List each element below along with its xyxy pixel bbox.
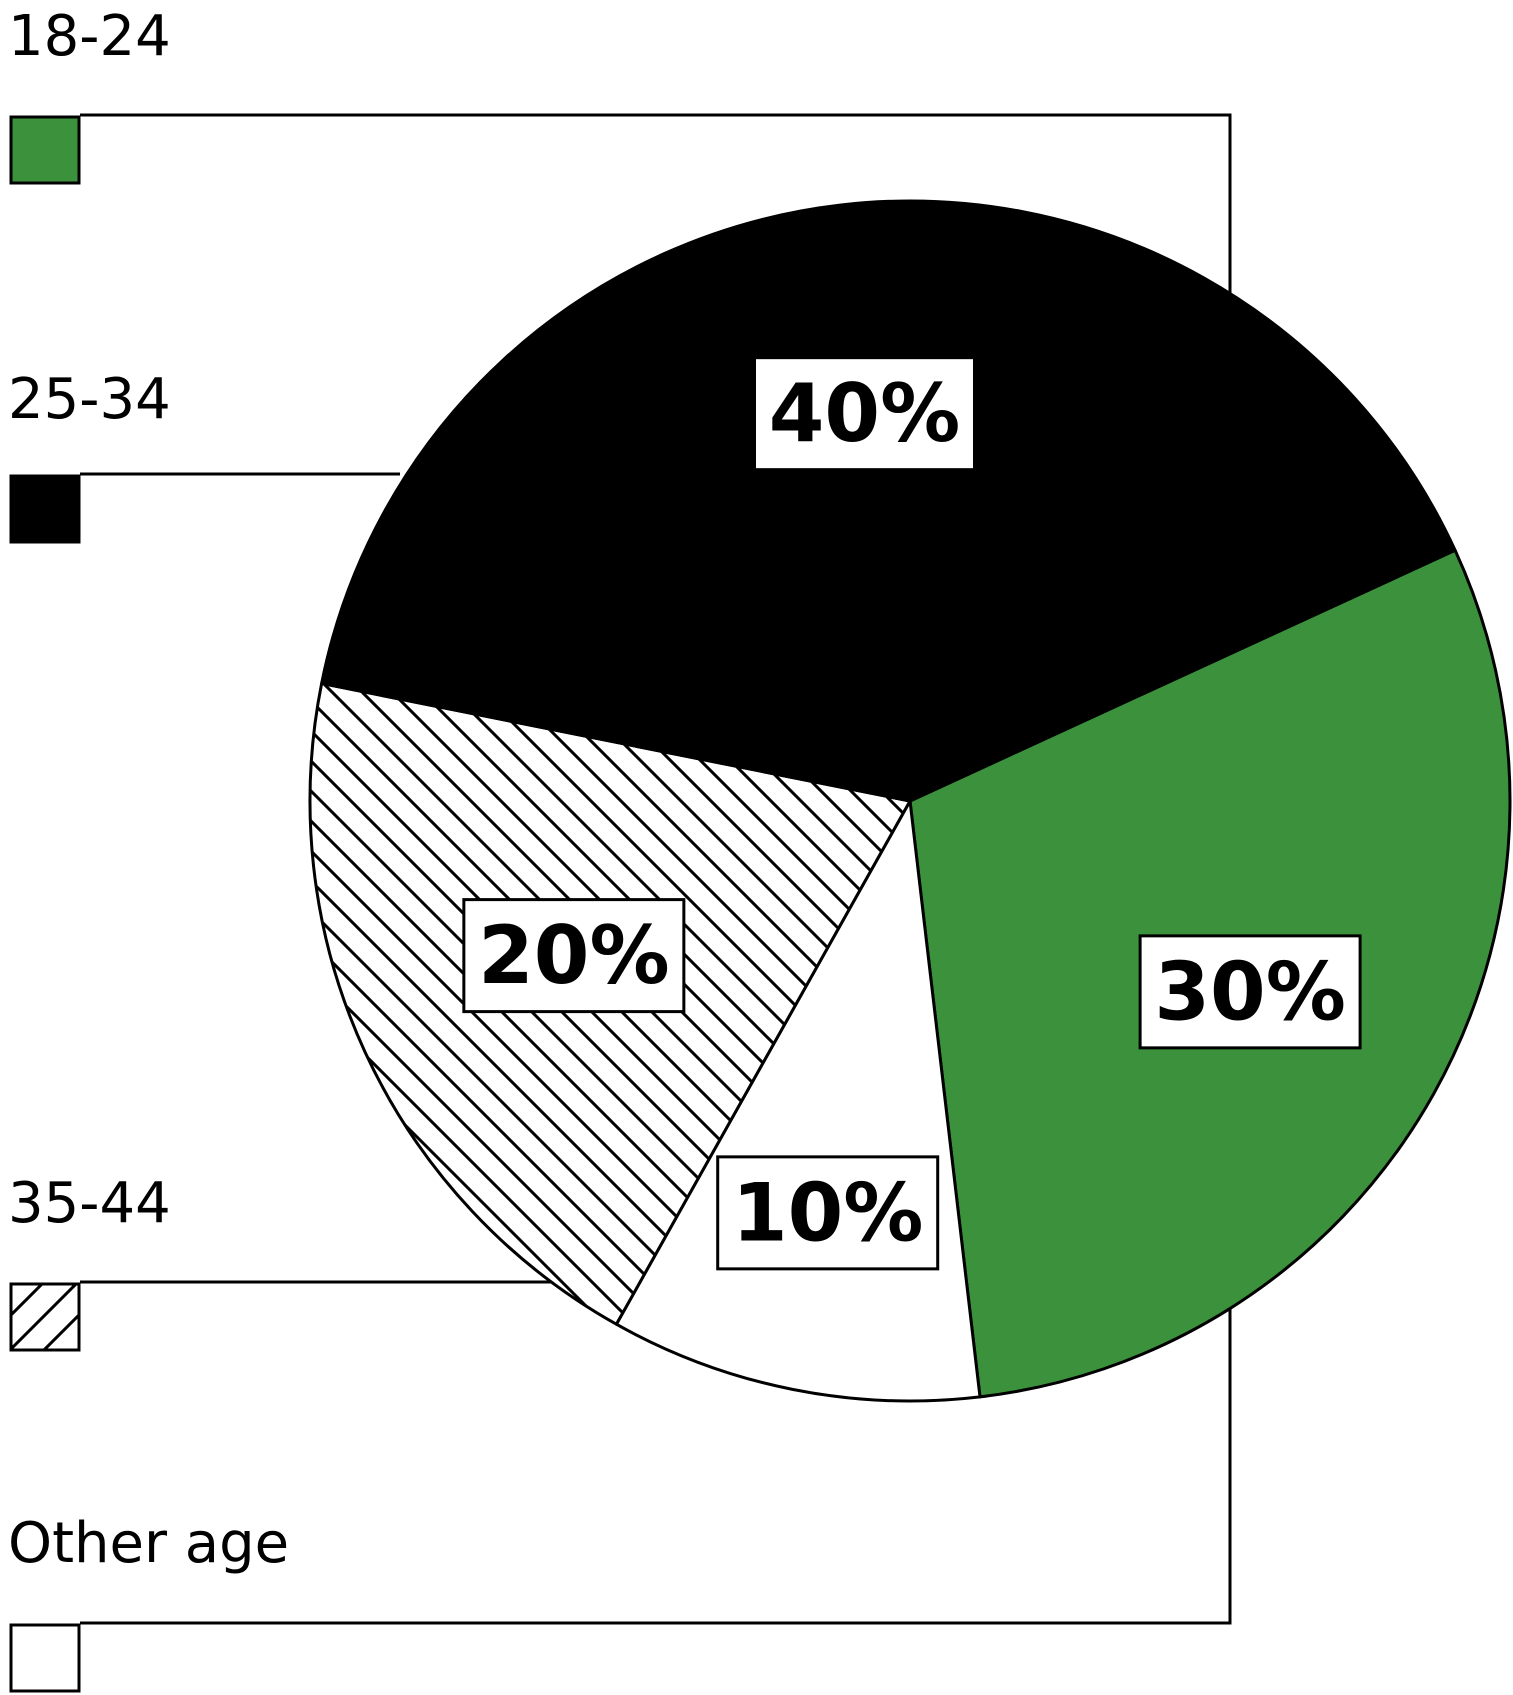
data-label-text: 20%	[478, 909, 669, 1002]
legend-swatch	[9, 1282, 81, 1352]
data-label-25-34: 40%	[752, 356, 976, 472]
legend-label: Other age	[8, 1511, 289, 1576]
legend-item-25-34: 25-34	[8, 367, 171, 544]
data-label-text: 40%	[769, 367, 960, 460]
data-label-box	[716, 1155, 940, 1271]
data-labels: 30% 10% 20% 40%	[462, 356, 1362, 1271]
connector-other-age	[80, 1300, 1232, 1625]
data-label-box	[462, 898, 686, 1014]
legend-swatch	[9, 1623, 81, 1693]
data-label-35-44: 20%	[462, 898, 686, 1014]
data-label-box	[1138, 934, 1362, 1050]
legend-swatch	[9, 474, 81, 544]
legend-label: 18-24	[8, 4, 171, 69]
legend-item-35-44: 35-44	[8, 1171, 171, 1352]
legend-connectors	[80, 113, 1232, 1625]
data-label-text: 10%	[732, 1166, 923, 1259]
data-label-text: 30%	[1154, 945, 1345, 1038]
data-label-18-24: 30%	[1138, 934, 1362, 1050]
legend-swatch	[9, 115, 81, 185]
pie-slice-25-34	[320, 199, 1457, 803]
legend-label: 25-34	[8, 367, 171, 432]
legend-item-18-24: 18-24	[8, 4, 171, 185]
legend-label: 35-44	[8, 1171, 171, 1236]
data-label-box	[752, 356, 976, 472]
legend-item-other-age: Other age	[8, 1511, 289, 1693]
connector-18-24	[80, 113, 1232, 300]
data-label-other-age: 10%	[716, 1155, 940, 1271]
legend: 18-24 25-34 35-44 Other age	[8, 4, 289, 1693]
